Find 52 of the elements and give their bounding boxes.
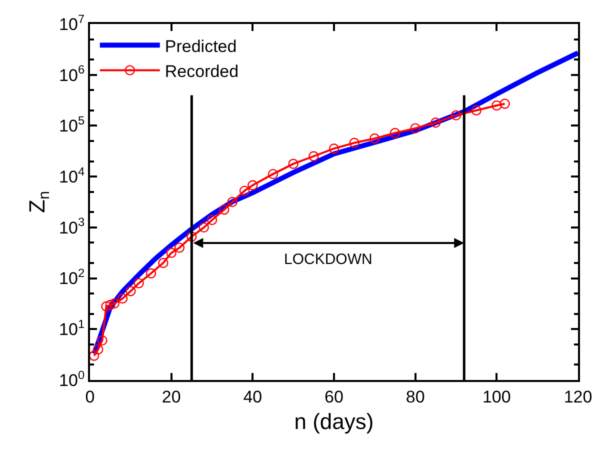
y-tick-label: 10$^{7}$ [59, 12, 85, 34]
point [97, 335, 108, 346]
point [174, 242, 185, 253]
point [93, 344, 104, 354]
point [134, 278, 144, 288]
point [198, 222, 209, 233]
point [109, 298, 120, 309]
point [206, 214, 218, 226]
x-tick-label: 100 [482, 387, 511, 406]
point [126, 286, 136, 296]
point [158, 258, 168, 268]
point [328, 143, 340, 154]
x-tick-label: 20 [162, 387, 181, 406]
x-axis-title: n (days) [294, 408, 374, 434]
y-tick-label: 10$^{0}$ [59, 368, 85, 390]
x-tick-label: 80 [406, 387, 425, 406]
point [450, 110, 462, 120]
y-tick-label: 10$^{2}$ [59, 266, 85, 288]
annotation: LOCKDOWN [284, 251, 372, 268]
point [146, 268, 156, 278]
point [430, 118, 441, 128]
point [288, 158, 298, 169]
point [471, 105, 482, 116]
point [410, 123, 420, 134]
x-tick-label: 40 [243, 387, 262, 406]
point [227, 196, 238, 208]
point [268, 168, 278, 180]
point [390, 128, 400, 138]
point [370, 133, 380, 144]
point [101, 301, 112, 312]
point [186, 232, 197, 242]
y-tick-label: 10$^{1}$ [59, 316, 85, 340]
point [308, 151, 319, 162]
point [500, 98, 510, 109]
point [105, 300, 116, 310]
x-tick-label: 60 [324, 387, 344, 406]
point [492, 100, 502, 111]
point [248, 180, 258, 190]
point [349, 138, 360, 148]
point [219, 204, 230, 215]
legend-label: Recorded [164, 62, 239, 81]
x-tick-label: 120 [564, 387, 592, 406]
y-tick-label: 10$^{3}$ [59, 215, 85, 238]
point [166, 248, 176, 258]
y-tick-label: 10$^{5}$ [59, 114, 85, 136]
point [239, 186, 250, 196]
legend-label: Predicted [164, 36, 237, 56]
y-tick-label: 10$^{4}$ [59, 164, 85, 187]
point [117, 293, 128, 304]
point [90, 350, 100, 361]
x-tick-label: 0 [85, 387, 95, 406]
y-tick-label: 10$^{6}$ [59, 62, 85, 85]
